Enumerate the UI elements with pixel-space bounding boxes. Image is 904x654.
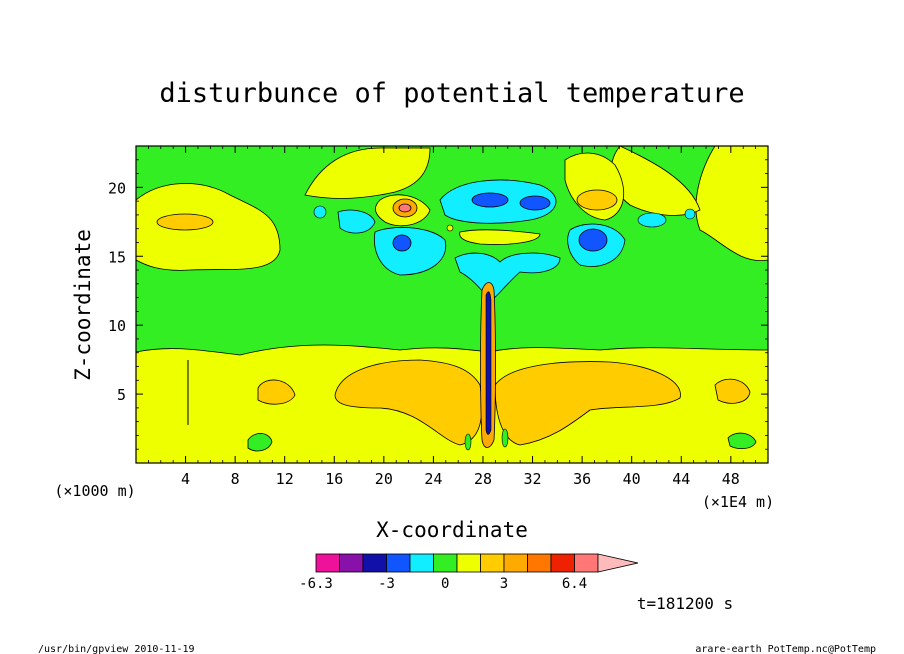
x-tick-label: 40: [623, 470, 641, 488]
colorbar-arrow: [597, 553, 639, 573]
footer-right: arare-earth_PotTemp.nc@PotTemp: [695, 644, 876, 654]
x-tick-label: 20: [375, 470, 393, 488]
x-axis-label: X-coordinate: [376, 518, 528, 542]
colorbar-swatch: [386, 553, 411, 573]
colorbar-tick-label: 0: [441, 576, 449, 592]
x-tick-label: 8: [231, 470, 240, 488]
y-axis-label: Z-coordinate: [71, 229, 95, 381]
colorbar-swatch: [574, 553, 599, 573]
x-tick-label: 32: [524, 470, 542, 488]
y-tick-label: 20: [108, 179, 126, 197]
x-unit-right-label: (×1E4 m): [702, 493, 774, 511]
x-tick-label: 12: [276, 470, 294, 488]
y-tick-label: 15: [108, 248, 126, 266]
colorbar-tick-label: -6.3: [299, 576, 333, 592]
x-tick-label: 48: [722, 470, 740, 488]
colorbar-swatch: [456, 553, 481, 573]
chart-title: disturbunce of potential temperature: [159, 78, 744, 109]
colorbar-swatch: [409, 553, 434, 573]
colorbar-swatch: [362, 553, 387, 573]
y-tick-label: 5: [117, 386, 126, 404]
x-tick-label: 44: [672, 470, 690, 488]
colorbar-swatch: [527, 553, 552, 573]
x-unit-left-label: (×1000 m): [54, 482, 135, 500]
plot-frame: [135, 145, 769, 464]
colorbar-swatch: [503, 553, 528, 573]
colorbar-tick-label: 6.4: [562, 576, 587, 592]
colorbar-swatch: [315, 553, 340, 573]
colorbar-tick-label: 3: [500, 576, 508, 592]
time-label: t=181200 s: [637, 594, 733, 613]
y-axis: 5 10 15 20: [108, 159, 768, 450]
colorbar-swatch: [480, 553, 505, 573]
contour-field: [136, 146, 768, 463]
colorbar-tick-label: -3: [378, 576, 395, 592]
x-tick-label: 28: [474, 470, 492, 488]
colorbar-swatch: [550, 553, 575, 573]
x-tick-label: 24: [424, 470, 442, 488]
x-axis: 4 8 12 16 20 24 28 32 36 40 44 48: [135, 146, 769, 488]
x-tick-label: 16: [325, 470, 343, 488]
colorbar-swatch: [433, 553, 458, 573]
x-tick-label: 36: [573, 470, 591, 488]
y-tick-label: 10: [108, 317, 126, 335]
footer-left: /usr/bin/gpview 2010-11-19: [38, 644, 195, 654]
colorbar-swatch: [339, 553, 364, 573]
colorbar: -6.3 -3 0 3 6.4: [299, 553, 639, 592]
x-tick-label: 4: [181, 470, 190, 488]
